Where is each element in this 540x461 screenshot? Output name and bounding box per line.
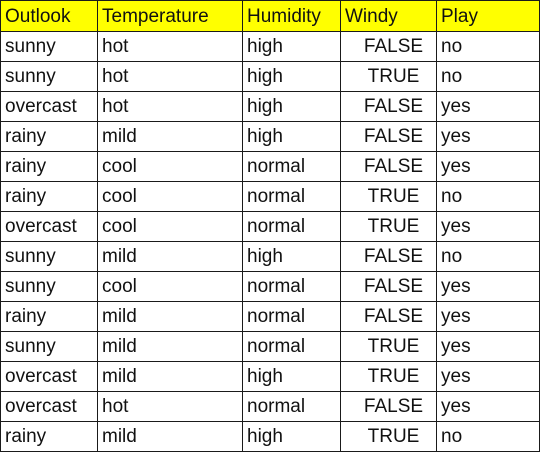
cell-play[interactable]: yes bbox=[436, 391, 540, 422]
table-row: rainy mild high FALSE yes bbox=[0, 121, 540, 152]
cell-humidity[interactable]: normal bbox=[242, 151, 341, 182]
cell-temperature[interactable]: cool bbox=[97, 211, 243, 242]
table-row: sunny mild high FALSE no bbox=[0, 241, 540, 272]
cell-humidity[interactable]: normal bbox=[242, 301, 341, 332]
cell-play[interactable]: yes bbox=[436, 121, 540, 152]
cell-outlook[interactable]: overcast bbox=[0, 211, 98, 242]
cell-windy[interactable]: FALSE bbox=[340, 121, 437, 152]
cell-windy[interactable]: FALSE bbox=[340, 271, 437, 302]
cell-temperature[interactable]: mild bbox=[97, 241, 243, 272]
cell-outlook[interactable]: overcast bbox=[0, 391, 98, 422]
cell-outlook[interactable]: overcast bbox=[0, 361, 98, 392]
header-cell-outlook[interactable]: Outlook bbox=[0, 0, 98, 32]
table-row: sunny mild normal TRUE yes bbox=[0, 331, 540, 362]
cell-outlook[interactable]: rainy bbox=[0, 421, 98, 452]
table-row: rainy cool normal FALSE yes bbox=[0, 151, 540, 182]
cell-windy[interactable]: FALSE bbox=[340, 91, 437, 122]
cell-humidity[interactable]: high bbox=[242, 121, 341, 152]
cell-outlook[interactable]: sunny bbox=[0, 31, 98, 62]
cell-humidity[interactable]: high bbox=[242, 421, 341, 452]
table-row: overcast hot high FALSE yes bbox=[0, 91, 540, 122]
cell-windy[interactable]: TRUE bbox=[340, 361, 437, 392]
cell-play[interactable]: no bbox=[436, 181, 540, 212]
cell-humidity[interactable]: high bbox=[242, 61, 341, 92]
table-row: rainy cool normal TRUE no bbox=[0, 181, 540, 212]
cell-windy[interactable]: FALSE bbox=[340, 301, 437, 332]
table-row: sunny hot high TRUE no bbox=[0, 61, 540, 92]
cell-humidity[interactable]: normal bbox=[242, 271, 341, 302]
cell-outlook[interactable]: rainy bbox=[0, 121, 98, 152]
table-row: overcast cool normal TRUE yes bbox=[0, 211, 540, 242]
table-row: rainy mild normal FALSE yes bbox=[0, 301, 540, 332]
cell-outlook[interactable]: sunny bbox=[0, 61, 98, 92]
cell-outlook[interactable]: rainy bbox=[0, 181, 98, 212]
cell-windy[interactable]: FALSE bbox=[340, 151, 437, 182]
cell-play[interactable]: yes bbox=[436, 361, 540, 392]
cell-play[interactable]: yes bbox=[436, 331, 540, 362]
cell-humidity[interactable]: normal bbox=[242, 211, 341, 242]
table-row: sunny cool normal FALSE yes bbox=[0, 271, 540, 302]
cell-humidity[interactable]: high bbox=[242, 31, 341, 62]
header-cell-temperature[interactable]: Temperature bbox=[97, 0, 243, 32]
cell-play[interactable]: no bbox=[436, 61, 540, 92]
cell-temperature[interactable]: mild bbox=[97, 331, 243, 362]
cell-outlook[interactable]: rainy bbox=[0, 301, 98, 332]
cell-play[interactable]: yes bbox=[436, 151, 540, 182]
cell-temperature[interactable]: hot bbox=[97, 61, 243, 92]
cell-windy[interactable]: TRUE bbox=[340, 211, 437, 242]
header-row: Outlook Temperature Humidity Windy Play bbox=[0, 0, 540, 32]
table-row: sunny hot high FALSE no bbox=[0, 31, 540, 62]
cell-windy[interactable]: TRUE bbox=[340, 421, 437, 452]
cell-windy[interactable]: FALSE bbox=[340, 241, 437, 272]
cell-humidity[interactable]: normal bbox=[242, 181, 341, 212]
cell-play[interactable]: yes bbox=[436, 271, 540, 302]
table-row: overcast hot normal FALSE yes bbox=[0, 391, 540, 422]
cell-windy[interactable]: TRUE bbox=[340, 61, 437, 92]
cell-outlook[interactable]: rainy bbox=[0, 151, 98, 182]
cell-temperature[interactable]: cool bbox=[97, 181, 243, 212]
cell-outlook[interactable]: sunny bbox=[0, 241, 98, 272]
cell-outlook[interactable]: sunny bbox=[0, 331, 98, 362]
cell-humidity[interactable]: normal bbox=[242, 391, 341, 422]
cell-play[interactable]: no bbox=[436, 421, 540, 452]
cell-humidity[interactable]: high bbox=[242, 241, 341, 272]
cell-play[interactable]: yes bbox=[436, 211, 540, 242]
cell-play[interactable]: no bbox=[436, 31, 540, 62]
cell-temperature[interactable]: hot bbox=[97, 91, 243, 122]
cell-humidity[interactable]: high bbox=[242, 91, 341, 122]
cell-windy[interactable]: FALSE bbox=[340, 31, 437, 62]
cell-outlook[interactable]: overcast bbox=[0, 91, 98, 122]
table-body: sunny hot high FALSE no sunny hot high TRUE no ove… bbox=[0, 31, 540, 452]
header-cell-windy[interactable]: Windy bbox=[340, 0, 437, 32]
header-cell-play[interactable]: Play bbox=[436, 0, 540, 32]
cell-temperature[interactable]: mild bbox=[97, 421, 243, 452]
cell-temperature[interactable]: cool bbox=[97, 151, 243, 182]
cell-windy[interactable]: TRUE bbox=[340, 181, 437, 212]
cell-temperature[interactable]: cool bbox=[97, 271, 243, 302]
cell-windy[interactable]: FALSE bbox=[340, 391, 437, 422]
table-row: overcast mild high TRUE yes bbox=[0, 361, 540, 392]
table-row: rainy mild high TRUE no bbox=[0, 421, 540, 452]
cell-temperature[interactable]: hot bbox=[97, 391, 243, 422]
cell-outlook[interactable]: sunny bbox=[0, 271, 98, 302]
cell-play[interactable]: no bbox=[436, 241, 540, 272]
cell-play[interactable]: yes bbox=[436, 91, 540, 122]
cell-play[interactable]: yes bbox=[436, 301, 540, 332]
cell-humidity[interactable]: high bbox=[242, 361, 341, 392]
cell-windy[interactable]: TRUE bbox=[340, 331, 437, 362]
cell-temperature[interactable]: mild bbox=[97, 361, 243, 392]
cell-temperature[interactable]: hot bbox=[97, 31, 243, 62]
header-cell-humidity[interactable]: Humidity bbox=[242, 0, 341, 32]
cell-temperature[interactable]: mild bbox=[97, 121, 243, 152]
cell-temperature[interactable]: mild bbox=[97, 301, 243, 332]
cell-humidity[interactable]: normal bbox=[242, 331, 341, 362]
